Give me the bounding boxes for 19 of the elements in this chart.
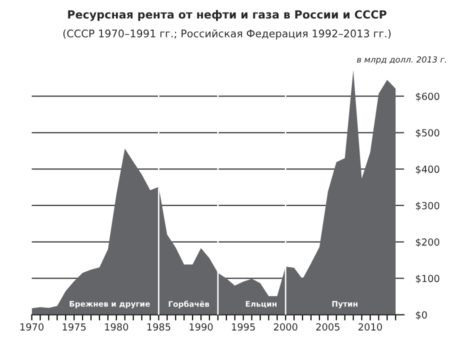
x-tick-label: 1975 xyxy=(62,323,86,331)
chart-subtitle: (СССР 1970–1991 гг.; Российская Федерация 1992–2013 гг.) xyxy=(63,29,391,40)
x-tick-label: 2010 xyxy=(358,323,382,331)
x-tick-label: 1970 xyxy=(20,323,44,331)
y-tick-label: $100 xyxy=(416,274,440,284)
y-tick-label: $600 xyxy=(416,92,440,102)
y-tick-label: $200 xyxy=(416,238,440,248)
chart-title: Ресурсная рента от нефти и газа в России и СССР xyxy=(68,10,386,21)
x-tick-label: 1980 xyxy=(105,323,128,331)
x-tick-label: 2000 xyxy=(274,323,298,331)
y-tick-label: $500 xyxy=(416,128,440,138)
y-tick-label: $400 xyxy=(416,165,440,174)
x-tick-label: 1985 xyxy=(147,323,170,331)
x-tick-label: 1990 xyxy=(190,323,213,331)
y-tick-label: $0 xyxy=(416,311,427,320)
y-tick-label: $300 xyxy=(416,202,440,211)
text: в млрд долл. 2013 г. xyxy=(356,56,446,64)
x-tick-label: 1995 xyxy=(232,323,255,331)
x-tick-label: 2005 xyxy=(316,323,340,331)
